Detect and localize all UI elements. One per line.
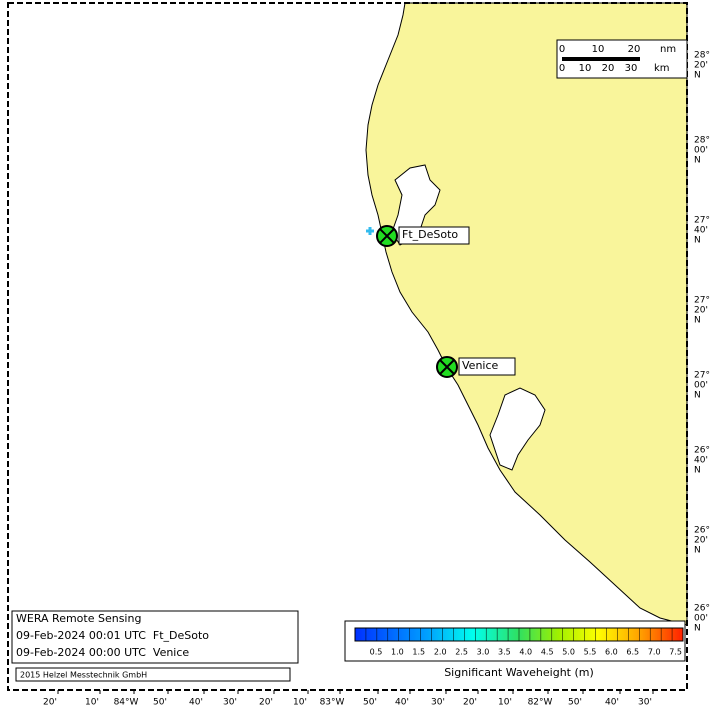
lat-label: 26°	[694, 604, 710, 614]
scale-km-unit: km	[654, 63, 670, 74]
colorbar-title: Significant Waveheight (m)	[444, 666, 594, 679]
credit-frame	[15, 667, 291, 682]
scale-km-tick: 20	[602, 63, 615, 74]
lon-label: 10'	[85, 698, 99, 708]
lat-label: N	[694, 391, 701, 401]
colorbar-label: 7.0	[648, 648, 661, 657]
scale-bar: 0 10 20 nm 0 10 20 30 km	[556, 39, 688, 79]
scale-km-tick: 10	[579, 63, 592, 74]
colorbar-label: 3.0	[477, 648, 490, 657]
lat-label: 20'	[694, 306, 708, 316]
lon-label: 82°W	[528, 698, 553, 708]
lat-label: N	[694, 316, 701, 326]
charlotte-harbor	[489, 387, 546, 471]
colorbar-label: 4.0	[519, 648, 532, 657]
lat-label: 27°	[694, 371, 710, 381]
lat-label: N	[694, 156, 701, 166]
lat-label: N	[694, 546, 701, 556]
lat-label: 00'	[694, 381, 708, 391]
station-label: Ft_DeSoto	[402, 228, 458, 241]
lat-label: 26°	[694, 446, 710, 456]
station[interactable]: Ft_DeSoto	[376, 225, 470, 247]
lat-label: 00'	[694, 146, 708, 156]
lat-label: 40'	[694, 226, 708, 236]
scale-nm-tick: 10	[592, 44, 605, 55]
site-marker	[366, 227, 374, 235]
credit: 2015 Helzel Messtechnik GmbH	[20, 671, 147, 680]
lon-label: 20'	[463, 698, 477, 708]
lon-label: 84°W	[114, 698, 139, 708]
lat-label: 27°	[694, 296, 710, 306]
lat-label: N	[694, 466, 701, 476]
lon-label: 20'	[43, 698, 57, 708]
lat-labels: 28°20'N28°00'N27°40'N27°20'N27°00'N26°40…	[694, 51, 710, 634]
lat-label: 00'	[694, 614, 708, 624]
map-frame	[7, 2, 688, 691]
station-label-box	[398, 226, 470, 245]
colorbar-label: 5.0	[562, 648, 575, 657]
lon-label: 30'	[223, 698, 237, 708]
lat-label: 28°	[694, 136, 710, 146]
scale-km-tick: 0	[559, 63, 565, 74]
station-cross	[379, 228, 395, 244]
lat-label: 20'	[694, 536, 708, 546]
colorbar-label: 6.0	[605, 648, 618, 657]
lon-label: 10'	[293, 698, 307, 708]
lon-label: 50'	[153, 698, 167, 708]
lon-label: 40'	[189, 698, 203, 708]
colorbar-label: 0.5	[370, 648, 383, 657]
lat-label: 26°	[694, 526, 710, 536]
station-cross	[439, 359, 455, 375]
stations: Ft_DeSoto Venice	[366, 225, 516, 378]
colorbar: Significant Waveheight (m) 0.5 1.0 1.5 2.0 2…	[344, 620, 686, 679]
colorbar-label: 6.5	[626, 648, 639, 657]
lon-label: 20'	[259, 698, 273, 708]
lon-labels: 20' 10' 84°W 50' 40' 30' 20' 10' 83°W 50' 40' 30' 20…	[43, 690, 654, 708]
lon-label: 30'	[431, 698, 445, 708]
lat-label: 20'	[694, 61, 708, 71]
scale-nm-tick: 20	[628, 44, 641, 55]
lon-label: 50'	[568, 698, 582, 708]
colorbar-label: 4.5	[541, 648, 554, 657]
station-label: Venice	[462, 359, 499, 372]
lon-label: 10'	[498, 698, 512, 708]
scale-km-tick: 30	[625, 63, 638, 74]
info-frame	[11, 610, 299, 664]
lat-label: N	[694, 624, 701, 634]
lon-label: 30'	[638, 698, 652, 708]
colorbar-label: 2.5	[455, 648, 468, 657]
lat-label: 27°	[694, 216, 710, 226]
colorbar-label: 5.5	[584, 648, 597, 657]
colorbar-label: 1.0	[391, 648, 404, 657]
colorbar-label: 7.5	[669, 648, 682, 657]
lon-label: 40'	[395, 698, 409, 708]
info-box: WERA Remote Sensing 09-Feb-2024 00:01 UT…	[11, 610, 299, 682]
scale-nm-tick: 0	[559, 44, 565, 55]
lon-label: 83°W	[320, 698, 345, 708]
lat-label: 28°	[694, 51, 710, 61]
lat-label: N	[694, 236, 701, 246]
station[interactable]: Venice	[436, 356, 516, 378]
colorbar-label: 3.5	[498, 648, 511, 657]
lat-label: 40'	[694, 456, 708, 466]
colorbar-label: 2.0	[434, 648, 447, 657]
colorbar-label: 1.5	[412, 648, 425, 657]
land	[365, 2, 688, 626]
info-line: 09-Feb-2024 00:01 UTC Ft_DeSoto	[16, 629, 209, 642]
lat-label: N	[694, 71, 701, 81]
info-line: 09-Feb-2024 00:00 UTC Venice	[16, 646, 189, 659]
station-label-box	[458, 357, 516, 376]
info-title: WERA Remote Sensing	[16, 612, 141, 625]
lon-label: 40'	[605, 698, 619, 708]
scale-nm-unit: nm	[660, 44, 676, 55]
lon-label: 50'	[363, 698, 377, 708]
scale-line	[562, 57, 640, 61]
